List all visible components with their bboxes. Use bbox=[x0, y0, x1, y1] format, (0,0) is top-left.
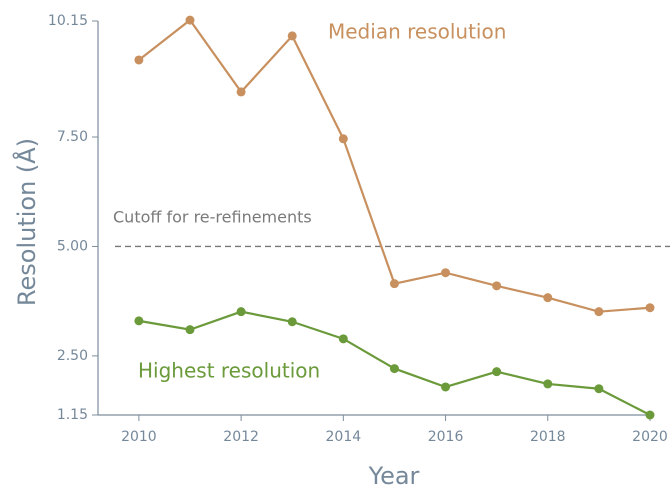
data-point bbox=[492, 367, 502, 377]
x-tick-label: 2018 bbox=[530, 429, 566, 445]
data-point bbox=[185, 325, 195, 335]
series-label: Median resolution bbox=[328, 20, 506, 44]
data-point bbox=[645, 410, 655, 420]
data-point bbox=[543, 379, 553, 389]
x-tick-label: 2016 bbox=[428, 429, 464, 445]
y-tick-label: 5.00 bbox=[57, 238, 88, 254]
data-point bbox=[441, 382, 451, 392]
data-point bbox=[594, 384, 604, 394]
x-tick-label: 2012 bbox=[223, 429, 259, 445]
data-point bbox=[287, 317, 297, 327]
y-tick-label: 10.15 bbox=[48, 13, 88, 29]
data-point bbox=[134, 55, 144, 65]
data-point bbox=[338, 134, 348, 144]
data-point bbox=[594, 307, 604, 317]
data-point bbox=[389, 279, 399, 289]
x-axis-label: Year bbox=[368, 462, 420, 487]
data-point bbox=[236, 87, 246, 97]
data-point bbox=[492, 281, 502, 291]
data-point bbox=[441, 268, 451, 278]
data-point bbox=[287, 31, 297, 41]
data-point bbox=[236, 307, 246, 317]
y-axis-label: Resolution (Å) bbox=[12, 138, 41, 306]
series-label: Highest resolution bbox=[138, 359, 320, 383]
data-point bbox=[134, 316, 144, 326]
data-point bbox=[645, 303, 655, 313]
data-point bbox=[338, 334, 348, 344]
x-tick-label: 2014 bbox=[326, 429, 362, 445]
y-tick-label: 1.15 bbox=[57, 407, 88, 423]
data-point bbox=[389, 364, 399, 374]
x-tick-label: 2020 bbox=[632, 429, 668, 445]
y-tick-label: 7.50 bbox=[57, 129, 88, 145]
data-point bbox=[543, 293, 553, 303]
y-tick-label: 2.50 bbox=[57, 348, 88, 364]
cutoff-label: Cutoff for re-refinements bbox=[113, 208, 312, 227]
x-tick-label: 2010 bbox=[121, 429, 157, 445]
series-line bbox=[138, 18, 651, 313]
data-point bbox=[185, 15, 195, 25]
